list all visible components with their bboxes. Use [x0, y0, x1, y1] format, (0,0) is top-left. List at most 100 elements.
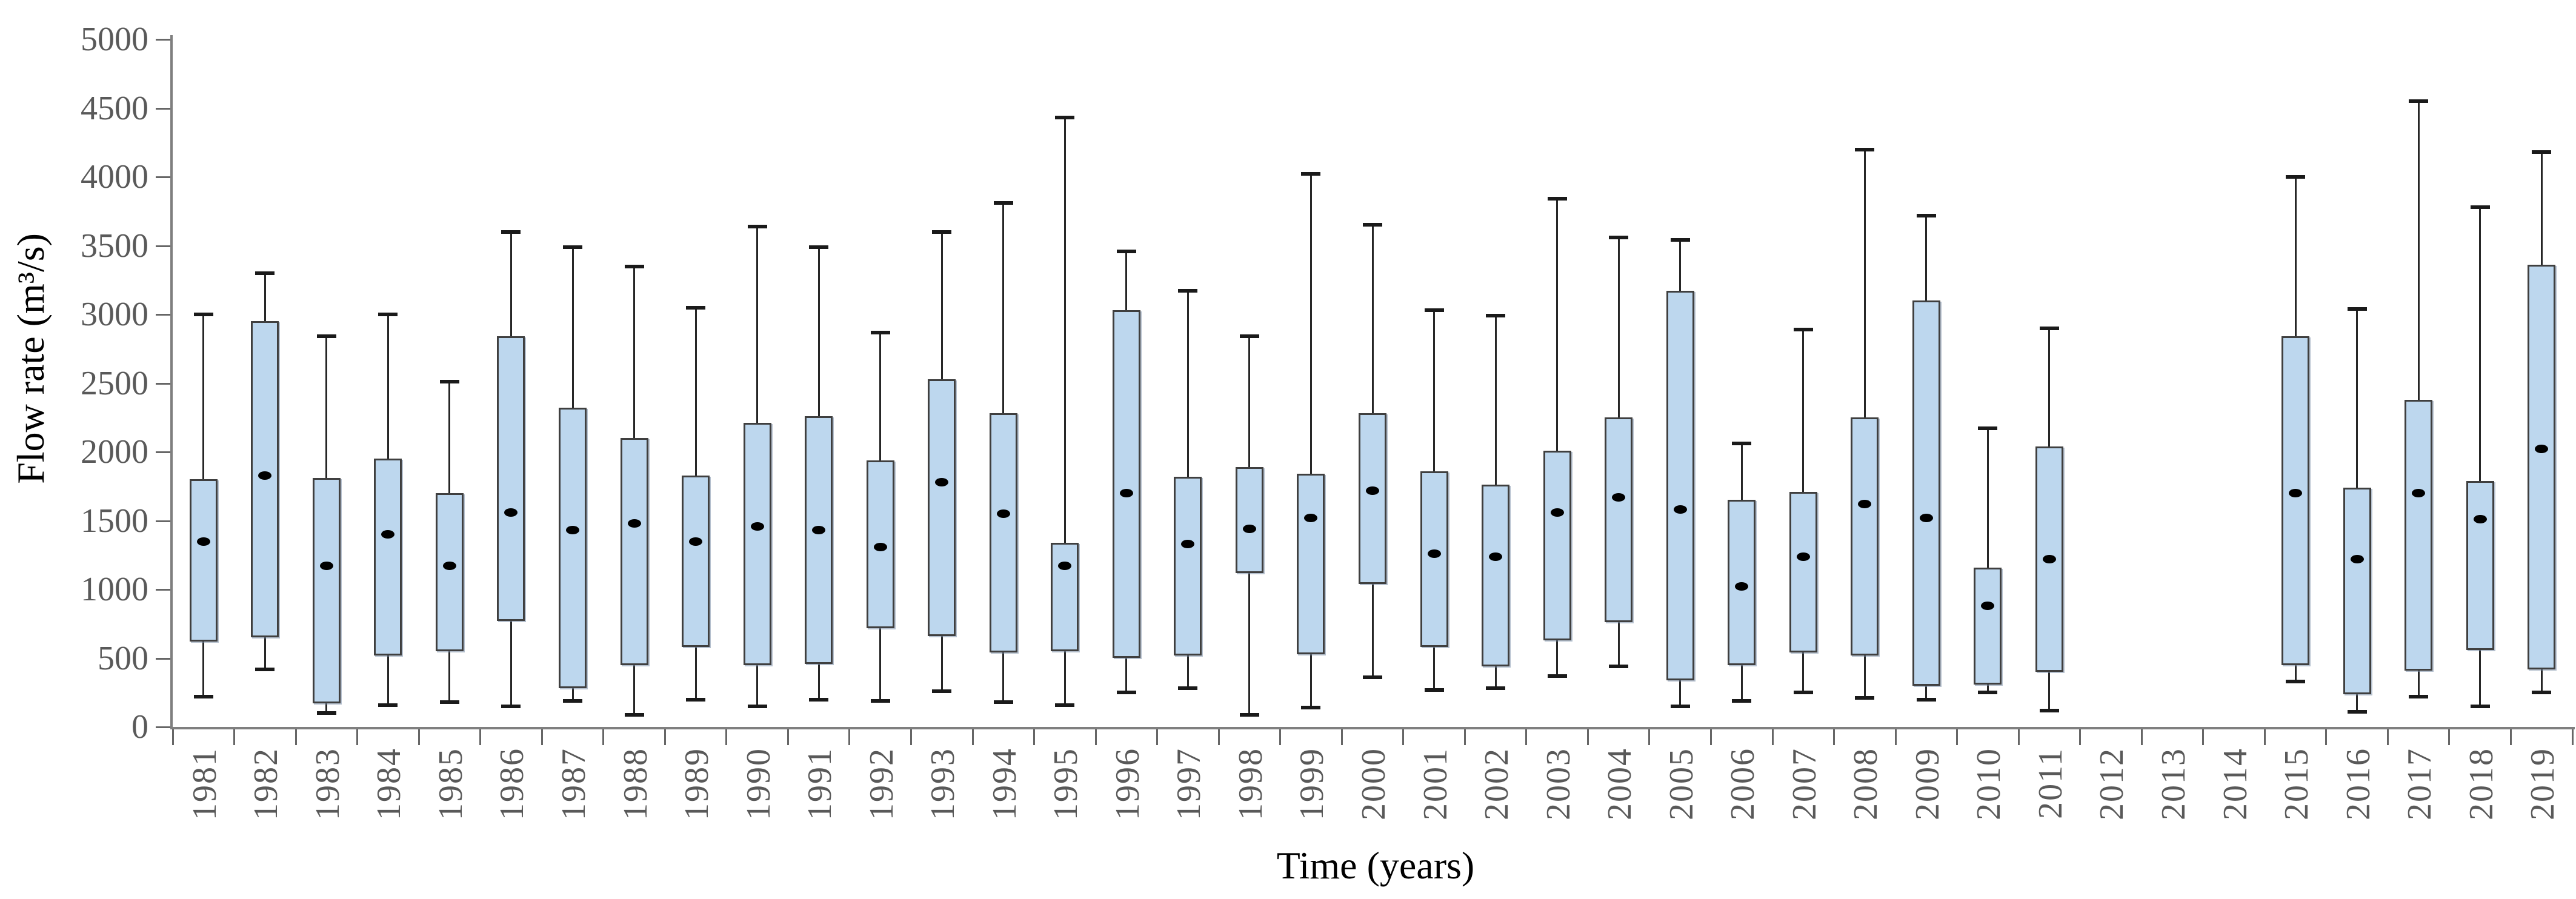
y-tick-label: 3500 [81, 227, 148, 265]
whisker-cap-bottom-2019 [2532, 691, 2552, 695]
x-tick-label-1993: 1993 [924, 748, 962, 820]
x-tick [2509, 729, 2512, 745]
x-tick [2325, 729, 2328, 745]
whisker-cap-top-1996 [1116, 249, 1136, 253]
x-tick-label-2005: 2005 [1662, 748, 1700, 820]
y-tick-label: 2000 [81, 433, 148, 471]
x-tick-label-1997: 1997 [1170, 748, 1208, 820]
mean-dot-2016 [2350, 555, 2364, 564]
whisker-cap-bottom-1997 [1178, 686, 1198, 691]
x-tick [971, 729, 974, 745]
y-tick-label: 1000 [81, 571, 148, 608]
x-tick-label-2016: 2016 [2339, 748, 2377, 820]
x-tick-label-2002: 2002 [1478, 748, 1516, 820]
whisker-cap-bottom-2005 [1670, 704, 1690, 708]
mean-dot-2017 [2412, 489, 2426, 498]
y-tick-label: 0 [131, 708, 148, 746]
x-tick [171, 729, 174, 745]
mean-dot-1988 [627, 519, 641, 528]
mean-dot-1992 [873, 542, 887, 551]
whisker-cap-top-1984 [378, 313, 398, 316]
x-tick [2202, 729, 2205, 745]
y-tick-label: 2500 [81, 364, 148, 402]
box-2001 [1420, 471, 1448, 648]
whisker-cap-top-1993 [932, 230, 952, 234]
y-tick [156, 314, 170, 316]
x-tick [602, 729, 605, 745]
mean-dot-1993 [935, 477, 949, 486]
whisker-cap-top-1994 [993, 201, 1013, 205]
mean-dot-2011 [2042, 555, 2056, 564]
box-1998 [1235, 466, 1263, 573]
whisker-cap-top-2005 [1670, 238, 1690, 242]
mean-dot-1986 [504, 508, 518, 517]
mean-dot-2002 [1489, 552, 1503, 561]
whisker-cap-bottom-2009 [1916, 697, 1936, 702]
box-1986 [497, 336, 525, 622]
whisker-cap-bottom-2011 [2039, 708, 2059, 712]
x-tick-label-2006: 2006 [1724, 748, 1762, 820]
box-2017 [2405, 399, 2433, 671]
mean-dot-2001 [1427, 549, 1441, 558]
whisker-cap-bottom-2003 [1547, 674, 1567, 678]
x-tick [910, 729, 912, 745]
y-tick [156, 176, 170, 178]
whisker-cap-top-1990 [747, 224, 767, 228]
x-tick-label-1983: 1983 [308, 748, 347, 820]
mean-dot-2003 [1550, 508, 1564, 517]
whisker-cap-bottom-2016 [2347, 710, 2367, 714]
x-tick-label-2001: 2001 [1416, 748, 1454, 820]
mean-dot-1982 [258, 471, 272, 480]
x-tick-label-1996: 1996 [1108, 748, 1147, 820]
mean-dot-1995 [1058, 562, 1072, 571]
box-2000 [1359, 413, 1386, 584]
y-tick [156, 107, 170, 110]
x-tick-label-1999: 1999 [1293, 748, 1331, 820]
box-2011 [2035, 446, 2063, 672]
mean-dot-1981 [196, 537, 210, 546]
whisker-cap-top-2018 [2470, 205, 2490, 209]
mean-dot-1996 [1119, 489, 1133, 498]
mean-dot-1991 [812, 526, 826, 535]
whisker-2018 [2479, 207, 2481, 706]
x-tick-label-1991: 1991 [801, 748, 839, 820]
whisker-cap-top-2002 [1486, 314, 1506, 318]
whisker-cap-bottom-1999 [1301, 706, 1321, 710]
y-tick [156, 382, 170, 385]
box-2008 [1851, 417, 1879, 655]
box-1989 [682, 475, 710, 648]
whisker-cap-top-2003 [1547, 197, 1567, 201]
x-tick [848, 729, 851, 745]
whisker-cap-bottom-1988 [624, 712, 644, 717]
x-tick [1648, 729, 1651, 745]
whisker-cap-top-2009 [1916, 213, 1936, 217]
y-tick-label: 4500 [81, 89, 148, 127]
x-tick [418, 729, 420, 745]
mean-dot-2009 [1919, 513, 1933, 522]
x-tick [1833, 729, 1835, 745]
whisker-cap-bottom-2018 [2470, 704, 2490, 708]
x-tick [1771, 729, 1774, 745]
whisker-cap-top-2004 [1609, 235, 1629, 239]
whisker-cap-bottom-2004 [1609, 665, 1629, 669]
x-axis-title: Time (years) [1276, 844, 1475, 887]
whisker-cap-top-2006 [1732, 442, 1752, 446]
whisker-cap-top-1987 [563, 245, 582, 249]
box-1991 [805, 416, 833, 664]
x-tick-label-2004: 2004 [1601, 748, 1639, 820]
y-tick [156, 39, 170, 41]
whisker-cap-top-2008 [1855, 147, 1875, 151]
box-2016 [2343, 488, 2371, 694]
x-tick [1586, 729, 1589, 745]
mean-dot-1998 [1242, 525, 1256, 534]
mean-dot-2018 [2473, 515, 2487, 524]
whisker-cap-bottom-2000 [1363, 675, 1382, 680]
whisker-cap-bottom-2017 [2409, 695, 2429, 699]
box-1988 [620, 438, 648, 665]
box-2002 [1482, 485, 1510, 667]
y-tick [156, 451, 170, 453]
y-tick [156, 520, 170, 522]
whisker-cap-bottom-1987 [563, 698, 582, 703]
box-1997 [1174, 476, 1202, 655]
mean-dot-1997 [1181, 540, 1195, 549]
